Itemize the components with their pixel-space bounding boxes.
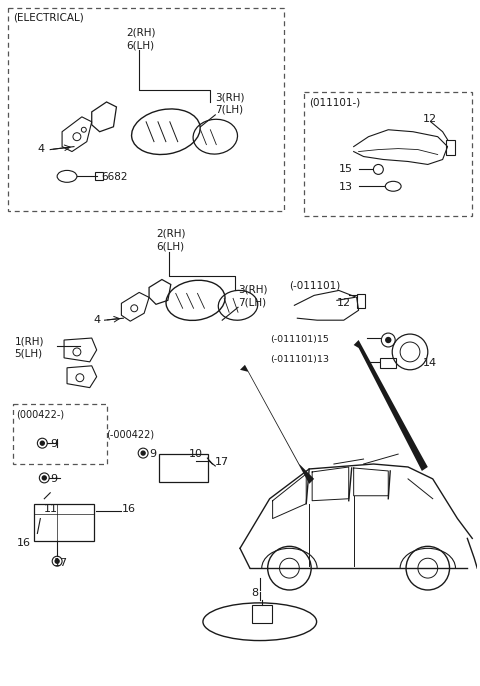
Text: 3(RH): 3(RH) [238,285,267,294]
Text: 14: 14 [423,358,437,368]
Text: 12: 12 [423,114,437,124]
Bar [445,140,456,154]
Text: 4: 4 [37,143,45,154]
Bar [304,92,472,216]
Text: 9: 9 [50,439,57,449]
Text: 6682: 6682 [102,172,128,182]
Text: (ELECTRICAL): (ELECTRICAL) [12,13,84,23]
Text: 8: 8 [251,588,258,598]
Text: 9: 9 [50,474,57,484]
Text: (-000422): (-000422) [107,429,155,439]
Text: 2(RH): 2(RH) [126,27,156,38]
Text: 17: 17 [54,558,68,568]
Circle shape [386,338,391,342]
Text: 1(RH): 1(RH) [14,336,44,346]
Text: 11: 11 [44,504,58,514]
PathPatch shape [240,365,314,484]
Text: 7(LH): 7(LH) [238,297,266,307]
Text: 3(RH): 3(RH) [216,92,245,102]
Text: (011101-): (011101-) [309,97,360,107]
Bar [357,294,364,308]
Text: 13: 13 [339,182,353,192]
Text: 16: 16 [121,504,135,514]
Bar [252,605,272,623]
Text: 15: 15 [339,165,353,174]
Text: 10: 10 [189,449,203,459]
Bar [8,8,285,211]
Text: 9: 9 [149,449,156,459]
Text: 2(RH): 2(RH) [156,229,185,239]
Text: 12: 12 [337,298,351,309]
Bar [95,172,103,180]
Text: 16: 16 [17,539,31,548]
Text: 6(LH): 6(LH) [126,40,155,51]
PathPatch shape [354,340,428,471]
Circle shape [40,441,44,445]
Circle shape [141,451,145,455]
Circle shape [42,476,46,480]
Bar [35,504,94,541]
Text: 7(LH): 7(LH) [216,105,243,115]
Bar [380,358,396,368]
Circle shape [55,559,59,563]
Bar [12,405,107,464]
Text: 5(LH): 5(LH) [14,349,43,359]
Bar [159,454,208,482]
Text: (-011101): (-011101) [289,281,341,290]
Text: (-011101)15: (-011101)15 [270,335,328,344]
Text: (-011101)13: (-011101)13 [270,355,329,364]
Text: 4: 4 [94,316,101,325]
Text: 6(LH): 6(LH) [156,242,184,252]
Text: 17: 17 [216,457,229,467]
Text: (000422-): (000422-) [17,410,65,419]
